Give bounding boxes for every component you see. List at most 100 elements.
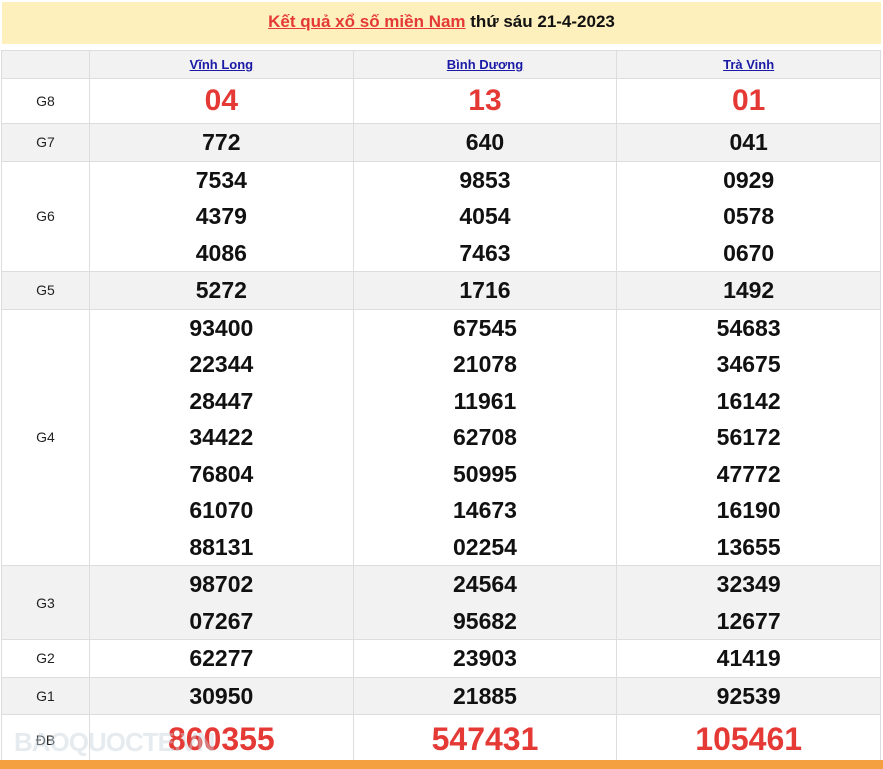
prize-number: 62277 [189, 645, 254, 671]
prize-number: 24564 [453, 571, 517, 597]
prize-number: 860355 [167, 721, 275, 757]
prize-cell: 24564 95682 [352, 565, 618, 640]
results-title-link[interactable]: Kết quả xổ số miền Nam [268, 12, 466, 31]
prize-number: 22344 [189, 351, 254, 377]
prize-number: 98702 [189, 571, 254, 597]
results-table: Vĩnh Long Bình Dương Trà Vinh G8 04 13 01 G7… [1, 50, 881, 765]
prize-label: G6 [1, 160, 90, 272]
prize-number: 5272 [195, 277, 247, 303]
prize-label: G4 [1, 308, 90, 566]
results-title: Kết quả xổ số miền Nam thứ sáu 21-4-2023 [2, 2, 881, 44]
prize-number: 105461 [695, 721, 803, 757]
prize-row: G1 30950 21885 92539 [1, 676, 881, 715]
prize-number: 7534 [195, 166, 247, 193]
results-date: thứ sáu 21-4-2023 [465, 12, 615, 31]
prize-cell: 92539 [616, 676, 881, 715]
prize-label: ĐB [1, 714, 90, 765]
prize-number: 21078 [453, 351, 517, 377]
prize-number: 62708 [453, 424, 517, 450]
prize-number: 61070 [189, 497, 254, 523]
prize-number: 12677 [716, 607, 781, 634]
prize-cell: 1716 [352, 271, 618, 310]
prize-cell: 041 [616, 123, 881, 162]
prize-number: 01 [731, 84, 766, 117]
prize-cell: 7534 4379 4086 [89, 160, 354, 272]
prize-cell: 13 [352, 78, 618, 124]
province-link[interactable]: Vĩnh Long [189, 57, 254, 72]
prize-cell: 67545 21078 11961 62708 50995 14673 02254 [352, 308, 618, 566]
prize-cell: 860355 [89, 714, 354, 765]
watermark-logo: BAOQUOCTE.VN [14, 727, 215, 757]
prize-cell: 21885 [352, 676, 618, 715]
prize-number: 32349 [716, 571, 781, 597]
prize-number: 547431 [431, 721, 539, 757]
prize-cell: 54683 34675 16142 56172 47772 16190 13655 [616, 308, 881, 566]
prize-number: 41419 [716, 645, 781, 671]
province-link[interactable]: Trà Vinh [723, 57, 775, 72]
prize-number: 02254 [453, 533, 517, 560]
prize-number: 23903 [453, 645, 517, 671]
prize-number: 4054 [459, 203, 511, 229]
prize-number: 67545 [453, 314, 517, 341]
prize-number: 4086 [195, 239, 247, 266]
prize-label: G7 [1, 123, 90, 162]
prize-number: 0929 [723, 166, 775, 193]
prize-number: 041 [729, 129, 768, 155]
prize-number: 47772 [716, 460, 781, 487]
province-header-row: Vĩnh Long Bình Dương Trà Vinh [1, 50, 881, 79]
prize-number: 4379 [195, 203, 247, 229]
prize-cell: 105461 [616, 714, 881, 765]
prize-number: 54683 [716, 314, 781, 341]
prize-number: 7463 [459, 239, 511, 266]
prize-number: 0578 [723, 203, 775, 229]
prize-cell: 62277 [89, 639, 354, 678]
prize-number: 13655 [716, 533, 781, 560]
prize-number: 93400 [189, 314, 254, 341]
prize-row: G6 7534 4379 4086 9853 4054 7463 0929 0578 0670 [1, 160, 881, 272]
prize-cell: 32349 12677 [616, 565, 881, 640]
province-link[interactable]: Bình Dương [446, 57, 524, 72]
prize-cell: 9853 4054 7463 [352, 160, 618, 272]
prize-number: 11961 [453, 387, 517, 414]
prize-row: G4 93400 22344 28447 34422 76804 61070 88131 675… [1, 308, 881, 566]
prize-row: G2 62277 23903 41419 [1, 639, 881, 678]
prize-number: 07267 [189, 607, 254, 634]
prize-cell: 547431 [352, 714, 618, 765]
prize-number: 640 [465, 129, 505, 155]
prize-number: 92539 [716, 682, 781, 709]
prize-cell: 23903 [352, 639, 618, 678]
prize-label: G3 [1, 565, 90, 640]
prize-number: 28447 [189, 387, 254, 414]
prize-number: 34422 [189, 424, 254, 450]
prize-label: G8 [1, 78, 90, 124]
prize-label: G2 [1, 639, 90, 678]
prize-number: 16142 [716, 387, 781, 414]
prize-number: 16190 [716, 497, 781, 523]
prize-label: G1 [1, 676, 90, 715]
prize-number: 772 [202, 129, 241, 155]
prize-number: 21885 [453, 682, 517, 709]
prize-cell: 04 [89, 78, 354, 124]
prize-number: 14673 [453, 497, 517, 523]
prize-cell: 640 [352, 123, 618, 162]
prize-cell: 0929 0578 0670 [616, 160, 881, 272]
prize-cell: 30950 [89, 676, 354, 715]
prize-number: 04 [204, 84, 239, 117]
prize-row: G3 98702 07267 24564 95682 32349 12677 [1, 565, 881, 640]
prize-number: 50995 [453, 460, 517, 487]
prize-number: 56172 [716, 424, 781, 450]
prize-row: G8 04 13 01 [1, 78, 881, 124]
prize-cell: 5272 [89, 271, 354, 310]
prize-row: ĐB 860355 547431 105461 [1, 714, 881, 765]
prize-cell: 01 [616, 78, 881, 124]
prize-row: G5 5272 1716 1492 [1, 271, 881, 310]
prize-label: G5 [1, 271, 90, 310]
prize-cell: 41419 [616, 639, 881, 678]
prize-cell: 98702 07267 [89, 565, 354, 640]
prize-number: 30950 [189, 682, 254, 709]
prize-number: 88131 [189, 533, 254, 560]
prize-cell: 93400 22344 28447 34422 76804 61070 88131 [89, 308, 354, 566]
prize-row: G7 772 640 041 [1, 123, 881, 162]
prize-number: 1716 [459, 277, 511, 303]
prize-number: 9853 [459, 166, 511, 193]
